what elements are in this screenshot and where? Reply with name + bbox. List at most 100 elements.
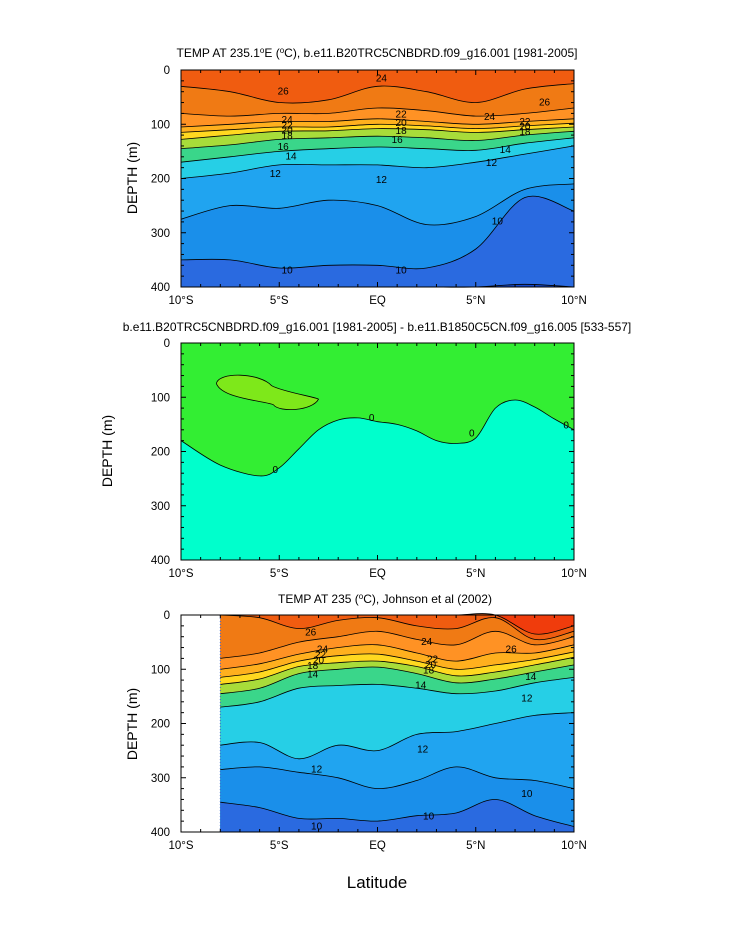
isotherm-26 bbox=[180, 83, 575, 104]
y-tick-label: 100 bbox=[151, 119, 170, 131]
contour-label: 14 bbox=[307, 670, 319, 681]
contour-label: 22 bbox=[396, 109, 408, 120]
contour-label: 26 bbox=[305, 627, 317, 638]
panel1-ylabel: DEPTH (m) bbox=[124, 142, 140, 214]
contour-label: 18 bbox=[307, 661, 319, 672]
contour-label: 0 bbox=[563, 420, 569, 431]
contour-label: 0 bbox=[273, 465, 279, 476]
x-tick-label: EQ bbox=[369, 840, 386, 852]
panel2-ylabel: DEPTH (m) bbox=[99, 415, 115, 487]
x-tick-label: EQ bbox=[369, 295, 386, 307]
contour-label: 22 bbox=[282, 120, 294, 131]
positive-patch bbox=[215, 374, 319, 411]
y-tick-label: 300 bbox=[151, 773, 170, 785]
isotherm-16 bbox=[180, 130, 575, 150]
x-tick-label: 10°N bbox=[561, 295, 587, 307]
contour-label: 24 bbox=[484, 112, 496, 123]
isotherm-band-10 bbox=[181, 196, 574, 287]
y-tick-label: 200 bbox=[151, 447, 170, 459]
isotherm-16 bbox=[220, 664, 575, 695]
x-tick-label: 5°N bbox=[466, 295, 485, 307]
contour-label: 10 bbox=[521, 789, 533, 800]
contour-label: 14 bbox=[500, 145, 512, 156]
contour-label: 18 bbox=[396, 126, 408, 137]
isotherm-22 bbox=[220, 644, 575, 670]
contour-label: 12 bbox=[417, 744, 429, 755]
isotherm-10 bbox=[180, 195, 575, 270]
positive-region bbox=[181, 343, 574, 476]
panel1-filled-contours bbox=[181, 70, 574, 288]
contour-label: 22 bbox=[519, 117, 531, 128]
contour-label: 10 bbox=[492, 216, 504, 227]
contour-label: 10 bbox=[311, 821, 323, 832]
contour-label: 24 bbox=[376, 74, 388, 85]
contour-label: 0 bbox=[369, 413, 375, 424]
contour-label: 24 bbox=[282, 115, 294, 126]
contour-label: 24 bbox=[317, 645, 329, 656]
x-tick-label: 5°S bbox=[270, 840, 289, 852]
contour-label: 20 bbox=[519, 122, 531, 133]
isotherm-18 bbox=[220, 656, 575, 685]
isotherm-12 bbox=[220, 712, 575, 760]
figure-xlabel: Latitude bbox=[347, 873, 408, 892]
isotherm-24 bbox=[220, 630, 575, 659]
contour-label: 12 bbox=[270, 169, 282, 180]
isotherm-20 bbox=[180, 122, 575, 133]
contour-label: 18 bbox=[519, 127, 531, 138]
panel2-title: b.e11.B20TRC5CNBDRD.f09_g16.001 [1981-20… bbox=[123, 320, 632, 334]
contour-label: 20 bbox=[425, 660, 437, 671]
x-tick-label: 10°N bbox=[561, 840, 587, 852]
x-tick-label: 10°N bbox=[561, 568, 587, 580]
isotherm-10 bbox=[220, 799, 575, 827]
x-tick-label: 5°N bbox=[466, 840, 485, 852]
contour-label: 12 bbox=[376, 175, 388, 186]
y-tick-label: 300 bbox=[151, 228, 170, 240]
contour-label: 20 bbox=[282, 126, 294, 137]
contour-label: 10 bbox=[423, 812, 435, 823]
y-tick-label: 300 bbox=[151, 501, 170, 513]
panel3-axes: 10°S 5°S EQ 5°N 10°N 0 100 200 300 400 bbox=[151, 610, 587, 852]
contour-label: 26 bbox=[539, 97, 551, 108]
x-tick-label: 5°N bbox=[466, 568, 485, 580]
contour-label: 18 bbox=[282, 131, 294, 142]
zero-contour bbox=[180, 399, 575, 477]
x-tick-label: 5°S bbox=[270, 295, 289, 307]
contour-label: 26 bbox=[506, 645, 518, 656]
y-tick-label: 0 bbox=[164, 610, 170, 622]
isotherm-18 bbox=[180, 126, 575, 140]
isotherm-11 bbox=[220, 766, 575, 790]
panel3-filled-contours bbox=[220, 613, 575, 832]
panel2-filled-contours bbox=[181, 343, 574, 560]
contour-label: 12 bbox=[521, 693, 533, 704]
y-tick-label: 100 bbox=[151, 664, 170, 676]
y-tick-label: 100 bbox=[151, 392, 170, 404]
contour-label: 12 bbox=[311, 765, 323, 776]
x-tick-label: 10°S bbox=[168, 840, 193, 852]
contour-label: 16 bbox=[392, 135, 404, 146]
panel2-contour-labels: 0 0 0 0 bbox=[273, 413, 570, 476]
y-tick-label: 0 bbox=[164, 65, 170, 77]
contour-label: 14 bbox=[525, 672, 537, 683]
x-tick-label: 10°S bbox=[168, 295, 193, 307]
isotherm-26 bbox=[220, 614, 575, 641]
isotherm-12 bbox=[180, 145, 575, 179]
contour-label: 24 bbox=[421, 637, 433, 648]
contour-label: 26 bbox=[278, 87, 290, 98]
contour-label: 14 bbox=[285, 152, 297, 163]
y-tick-label: 200 bbox=[151, 719, 170, 731]
contour-label: 16 bbox=[278, 142, 290, 153]
contour-label: 20 bbox=[396, 118, 408, 129]
contour-label: 0 bbox=[469, 429, 475, 440]
isotherm-band-10 bbox=[220, 799, 575, 832]
contour-label: 22 bbox=[427, 654, 439, 665]
contour-label: 10 bbox=[396, 266, 408, 277]
contour-label: 10 bbox=[282, 266, 294, 277]
y-tick-label: 400 bbox=[151, 827, 170, 839]
x-tick-label: 5°S bbox=[270, 568, 289, 580]
y-tick-label: 400 bbox=[151, 555, 170, 567]
y-tick-label: 0 bbox=[164, 338, 170, 350]
